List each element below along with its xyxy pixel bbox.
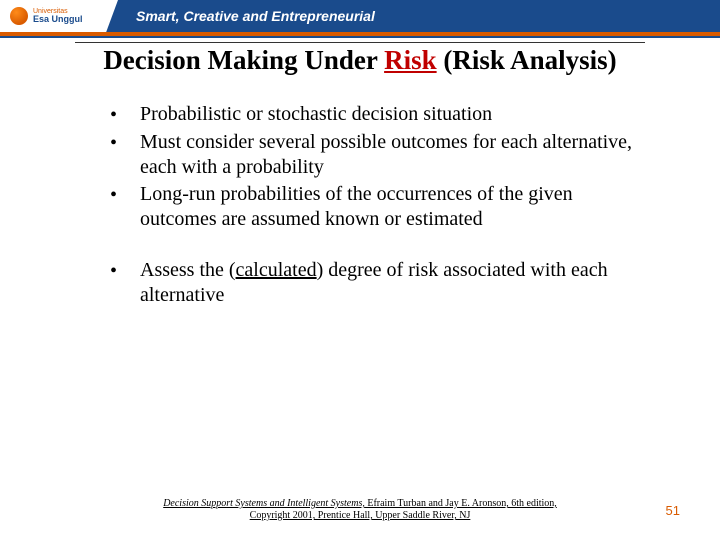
logo-area: Universitas Esa Unggul — [0, 0, 118, 32]
header-bar: Universitas Esa Unggul Smart, Creative a… — [0, 0, 720, 32]
logo-globe-icon — [10, 7, 28, 25]
slide-title: Decision Making Under Risk (Risk Analysi… — [60, 45, 660, 76]
bullet-b-underlined: calculated — [236, 259, 317, 281]
header-tagline: Smart, Creative and Entrepreneurial — [136, 8, 375, 24]
title-rule — [75, 42, 645, 43]
bullet-item: • Assess the (calculated) degree of risk… — [110, 258, 650, 308]
footer-rest-1: Efraim Turban and Jay E. Aronson, 6th ed… — [365, 498, 557, 509]
bullet-text: Assess the (calculated) degree of risk a… — [140, 258, 650, 308]
footer-book-title: Decision Support Systems and Intelligent… — [163, 498, 365, 509]
bullet-item: • Must consider several possible outcome… — [110, 130, 650, 180]
logo-text-block: Universitas Esa Unggul — [33, 8, 83, 24]
group-spacer — [110, 234, 650, 258]
bullet-item: • Long-run probabilities of the occurren… — [110, 182, 650, 232]
content-area: • Probabilistic or stochastic decision s… — [110, 102, 650, 308]
logo-title: Esa Unggul — [33, 15, 83, 24]
bullet-text: Must consider several possible outcomes … — [140, 130, 650, 180]
bullet-dot-icon: • — [110, 102, 140, 128]
bullet-dot-icon: • — [110, 258, 140, 284]
bullet-b-pre: Assess the ( — [140, 259, 236, 281]
bullet-item: • Probabilistic or stochastic decision s… — [110, 102, 650, 128]
bullet-dot-icon: • — [110, 182, 140, 208]
bullet-text: Long-run probabilities of the occurrence… — [140, 182, 650, 232]
bullet-text: Probabilistic or stochastic decision sit… — [140, 102, 650, 127]
bullet-dot-icon: • — [110, 130, 140, 156]
footer-rest-2: Copyright 2001, Prentice Hall, Upper Sad… — [250, 510, 471, 521]
title-post: (Risk Analysis) — [437, 45, 617, 75]
title-pre: Decision Making Under — [103, 45, 384, 75]
footer-citation: Decision Support Systems and Intelligent… — [0, 498, 720, 522]
accent-bar — [0, 32, 720, 38]
title-risk-word: Risk — [384, 45, 437, 75]
page-number: 51 — [666, 503, 680, 518]
